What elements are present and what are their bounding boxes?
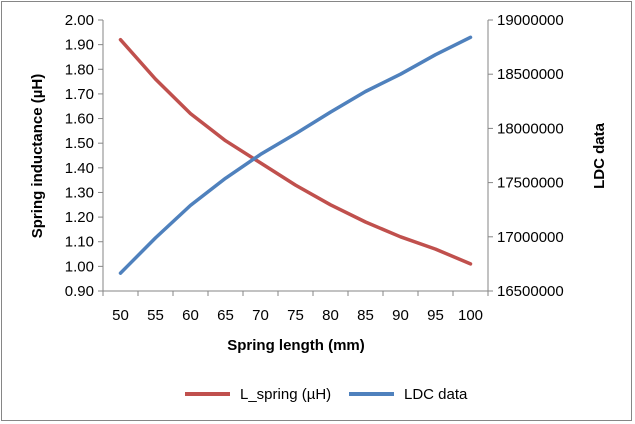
series-line-l-spring xyxy=(118,37,473,266)
legend: L_spring (µH) LDC data xyxy=(185,386,468,403)
y2-tick-label: 18000000 xyxy=(497,120,564,137)
y-tick-label: 1.50 xyxy=(65,135,94,152)
x-tick-label: 70 xyxy=(252,307,269,324)
x-tick-label: 80 xyxy=(322,307,339,324)
y-tick-label: 1.70 xyxy=(65,86,94,103)
axes-group: 0.90 1.00 1.10 1.20 1.30 1.40 1.50 1.60 1.70 1.80… xyxy=(65,12,564,324)
y-tick-label: 1.30 xyxy=(65,184,94,201)
y2-tick-label: 18500000 xyxy=(497,66,564,83)
y-tick-label: 1.90 xyxy=(65,37,94,54)
y2-tick-label: 17000000 xyxy=(497,229,564,246)
x-tick-label: 85 xyxy=(357,307,374,324)
x-axis-title: Spring length (mm) xyxy=(227,337,365,354)
y-tick-label: 1.20 xyxy=(65,209,94,226)
x-tick-label: 65 xyxy=(217,307,234,324)
y-axis-title: Spring inductance (µH) xyxy=(29,74,46,238)
series-layer xyxy=(118,35,473,275)
y-tick-label: 1.40 xyxy=(65,160,94,177)
y-tick-label: 1.10 xyxy=(65,234,94,251)
y-tick-label: 0.90 xyxy=(65,283,94,300)
y2-tick-label: 17500000 xyxy=(497,175,564,192)
y-tick-label: 1.60 xyxy=(65,111,94,128)
x-tick-label: 55 xyxy=(147,307,164,324)
legend-label-ldc-data: LDC data xyxy=(404,386,468,403)
y-tick-label: 1.80 xyxy=(65,61,94,78)
y2-tick-label: 19000000 xyxy=(497,12,564,29)
y2-axis-title: LDC data xyxy=(591,122,608,188)
x-tick-label: 95 xyxy=(427,307,444,324)
series-line-ldc-data xyxy=(118,35,473,275)
x-tick-label: 75 xyxy=(287,307,304,324)
legend-label-l-spring: L_spring (µH) xyxy=(240,386,331,403)
x-tick-label: 100 xyxy=(458,307,483,324)
y-tick-label: 1.00 xyxy=(65,258,94,275)
x-tick-label: 90 xyxy=(392,307,409,324)
y2-tick-label: 16500000 xyxy=(497,283,564,300)
x-tick-label: 50 xyxy=(112,307,129,324)
x-tick-label: 60 xyxy=(182,307,199,324)
y-tick-label: 2.00 xyxy=(65,12,94,29)
